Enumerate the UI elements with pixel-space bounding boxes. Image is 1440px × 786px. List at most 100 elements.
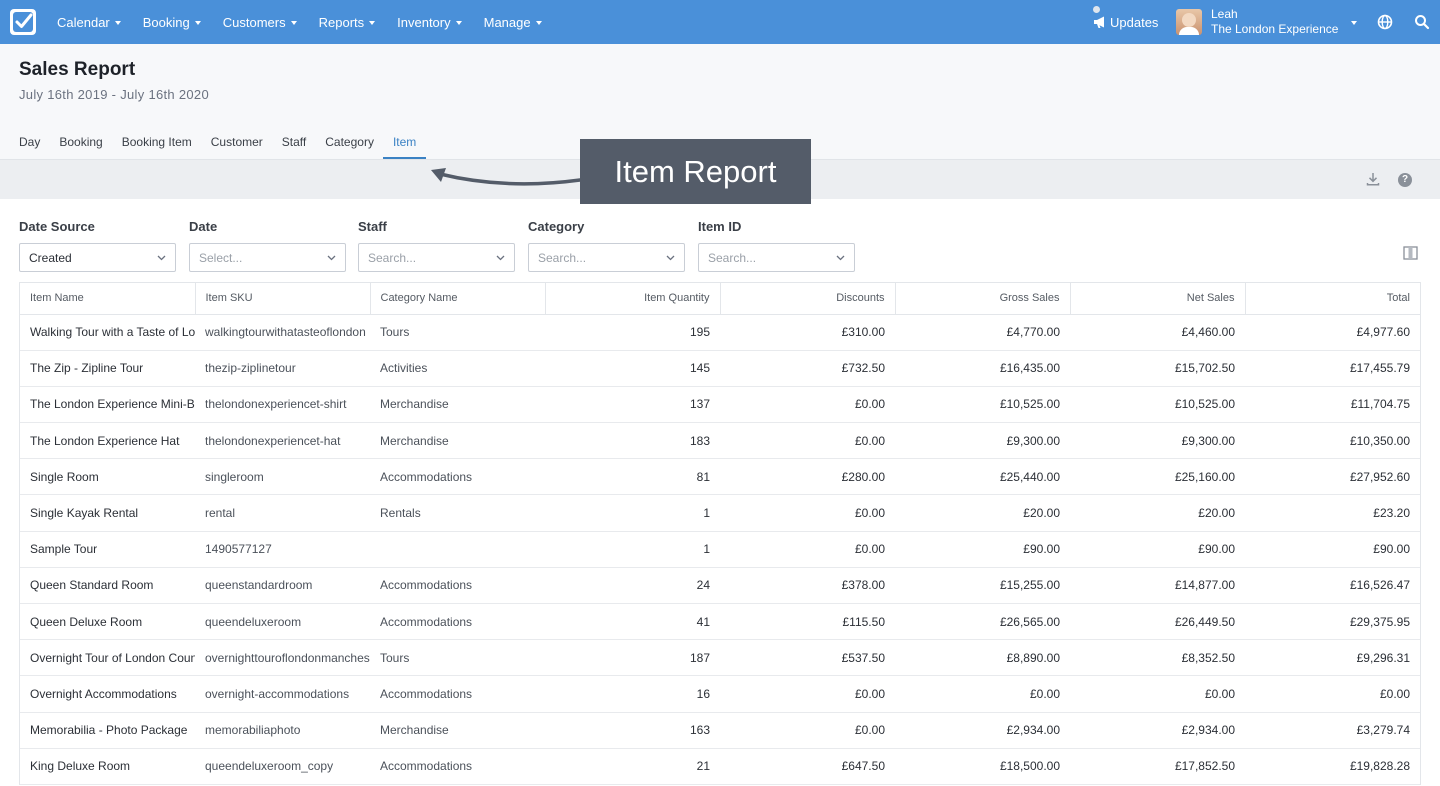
table-row[interactable]: The London Experience Hat thelondonexperi… — [20, 422, 1420, 460]
page-title: Sales Report — [19, 59, 136, 80]
filter-item-id-label: Item ID — [698, 219, 742, 234]
cell-item-quantity: 195 — [545, 314, 720, 351]
cell-item-sku: overnighttouroflondonmanchester — [195, 639, 370, 677]
staff-select[interactable]: Search... — [358, 243, 515, 272]
category-select[interactable]: Search... — [528, 243, 685, 272]
updates-button[interactable]: Updates — [1093, 0, 1158, 44]
column-header-item-sku[interactable]: Item SKU — [195, 283, 371, 315]
search-icon[interactable] — [1413, 13, 1431, 31]
cell-category-name: Merchandise — [370, 712, 545, 749]
cell-category-name: Accommodations — [370, 748, 545, 785]
download-icon[interactable] — [1366, 172, 1380, 186]
user-menu[interactable]: Leah The London Experience — [1176, 7, 1357, 37]
date-select[interactable]: Select... — [189, 243, 346, 272]
tab-booking[interactable]: Booking — [59, 135, 103, 149]
nav-booking[interactable]: Booking — [143, 15, 201, 30]
cell-item-name: The London Experience Hat — [20, 422, 195, 460]
table-row[interactable]: The Zip - Zipline Tour thezip-ziplinetour… — [20, 350, 1420, 387]
cell-item-name: Memorabilia - Photo Package — [20, 712, 195, 749]
notification-dot — [1093, 6, 1100, 13]
date-placeholder: Select... — [199, 250, 243, 265]
item-report-table: Item Name Item SKU Category Name Item Qu… — [19, 282, 1421, 785]
cell-net-sales: £20.00 — [1070, 494, 1245, 532]
cell-item-sku: queenstandardroom — [195, 567, 370, 605]
date-source-select[interactable]: Created — [19, 243, 176, 272]
nav-customers[interactable]: Customers — [223, 15, 297, 30]
table-row[interactable]: Memorabilia - Photo Package memorabiliaph… — [20, 712, 1420, 749]
cell-item-name: Walking Tour with a Taste of London — [20, 314, 195, 351]
cell-category-name: Activities — [370, 350, 545, 387]
item-id-select[interactable]: Search... — [698, 243, 855, 272]
cell-discounts: £732.50 — [720, 350, 895, 387]
filter-staff: Staff Search... — [358, 219, 515, 272]
tab-day[interactable]: Day — [19, 135, 41, 149]
globe-icon[interactable] — [1376, 13, 1394, 31]
table-row[interactable]: Overnight Tour of London Countrysideover… — [20, 639, 1420, 677]
report-tabs: Day Booking Booking Item Customer Staff … — [19, 128, 445, 159]
cell-category-name: Rentals — [370, 494, 545, 532]
column-header-gross-sales[interactable]: Gross Sales — [895, 283, 1071, 315]
category-placeholder: Search... — [538, 250, 587, 265]
cell-net-sales: £14,877.00 — [1070, 567, 1245, 605]
cell-discounts: £378.00 — [720, 567, 895, 605]
table-row[interactable]: Walking Tour with a Taste of Londonwalki… — [20, 314, 1420, 351]
filter-date-source: Date Source Created — [19, 219, 176, 272]
column-header-category-name[interactable]: Category Name — [370, 283, 546, 315]
table-row[interactable]: King Deluxe Room queendeluxeroom_copy Acco… — [20, 748, 1420, 785]
nav-reports-label: Reports — [318, 14, 365, 30]
nav-manage[interactable]: Manage — [484, 15, 542, 30]
nav-calendar[interactable]: Calendar — [57, 15, 121, 30]
table-row[interactable]: Single Room singleroom Accommodations 81 £28… — [20, 458, 1420, 496]
cell-item-quantity: 183 — [545, 422, 720, 460]
columns-icon[interactable] — [1403, 246, 1418, 260]
tab-item[interactable]: Item — [382, 128, 427, 159]
cell-item-quantity: 137 — [545, 386, 720, 424]
table-row[interactable]: Overnight Accommodations overnight-accomm… — [20, 675, 1420, 713]
item-id-placeholder: Search... — [708, 250, 757, 265]
cell-gross-sales: £25,440.00 — [895, 458, 1070, 496]
help-icon[interactable]: ? — [1398, 173, 1412, 187]
caret-down-icon — [290, 20, 297, 25]
column-header-total[interactable]: Total — [1245, 283, 1420, 315]
cell-item-name: Overnight Tour of London Countryside — [20, 639, 195, 677]
callout-arrow-icon — [431, 168, 582, 186]
nav-reports[interactable]: Reports — [319, 15, 376, 30]
table-row[interactable]: Queen Standard Room queenstandardroom Acco… — [20, 567, 1420, 605]
cell-category-name: Tours — [370, 639, 545, 677]
cell-category-name: Merchandise — [370, 422, 545, 460]
cell-item-sku: rental — [195, 494, 370, 532]
tab-category[interactable]: Category — [325, 135, 374, 149]
nav-inventory[interactable]: Inventory — [397, 15, 462, 30]
column-header-item-quantity[interactable]: Item Quantity — [545, 283, 721, 315]
cell-total: £4,977.60 — [1245, 314, 1420, 351]
cell-net-sales: £0.00 — [1070, 675, 1245, 713]
staff-placeholder: Search... — [368, 250, 417, 265]
cell-gross-sales: £16,435.00 — [895, 350, 1070, 387]
cell-total: £10,350.00 — [1245, 422, 1420, 460]
column-header-discounts[interactable]: Discounts — [720, 283, 896, 315]
cell-item-sku: memorabiliaphoto — [195, 712, 370, 749]
cell-item-sku: overnight-accommodations — [195, 675, 370, 713]
cell-total: £16,526.47 — [1245, 567, 1420, 605]
caret-down-icon — [1351, 20, 1357, 25]
cell-category-name: Accommodations — [370, 675, 545, 713]
table-row[interactable]: The London Experience Mini-Backpackthelo… — [20, 386, 1420, 424]
cell-gross-sales: £2,934.00 — [895, 712, 1070, 749]
cell-item-sku: walkingtourwithatasteoflondon — [195, 314, 370, 351]
cell-net-sales: £17,852.50 — [1070, 748, 1245, 785]
table-row[interactable]: Queen Deluxe Room queendeluxeroom Accommod… — [20, 603, 1420, 641]
cell-item-sku: thelondonexperiencet-hat — [195, 422, 370, 460]
table-row[interactable]: Single Kayak Rental rental Rentals 1 £0.00 £2… — [20, 494, 1420, 532]
cell-item-sku: queendeluxeroom — [195, 603, 370, 641]
column-header-item-name[interactable]: Item Name — [20, 283, 196, 315]
cell-gross-sales: £8,890.00 — [895, 639, 1070, 677]
column-header-net-sales[interactable]: Net Sales — [1070, 283, 1246, 315]
cell-item-name: Queen Deluxe Room — [20, 603, 195, 641]
tab-staff[interactable]: Staff — [281, 135, 307, 149]
tab-booking-item[interactable]: Booking Item — [121, 135, 192, 149]
tab-customer[interactable]: Customer — [210, 135, 263, 149]
cell-gross-sales: £4,770.00 — [895, 314, 1070, 351]
app-logo-checkbox-icon[interactable] — [10, 9, 36, 35]
table-row[interactable]: Sample Tour 1490577127 1 £0.00 £90.00 £90.00 £… — [20, 531, 1420, 568]
cell-net-sales: £15,702.50 — [1070, 350, 1245, 387]
